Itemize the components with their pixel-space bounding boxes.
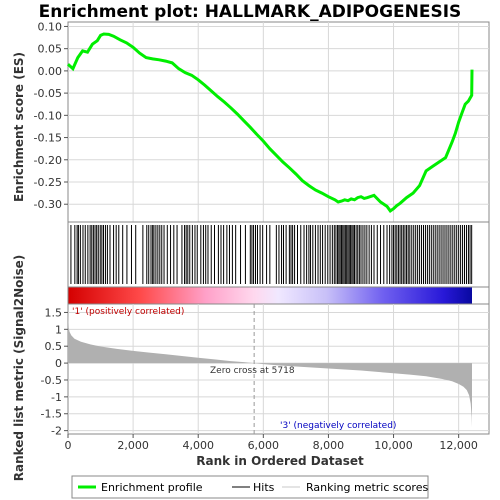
es-grid [68,22,489,222]
x-tick-label: 4,000 [182,439,214,452]
es-plot-area [67,21,490,223]
x-tick-label: 8,000 [313,439,345,452]
metric-y-axis-label: Ranked list metric (Signal2Noise) [12,255,26,482]
hit-lines [70,225,473,284]
x-tick-label: 10,000 [374,439,413,452]
legend: Enrichment profile Hits Ranking metric s… [71,475,429,499]
enrichment-score-panel: 0.10 0.05 0.00 -0.05 -0.10 -0.15 -0.20 -0.25 -0.… [12,20,490,223]
legend-hits-label: Hits [253,481,275,494]
es-tick-label: -0.25 [34,176,62,189]
rank-heat-bar [68,287,472,304]
es-y-ticks: 0.10 0.05 0.00 -0.05 -0.10 -0.15 -0.20 -0.25 -0.… [34,20,68,211]
metric-tick-label: -1 [51,391,62,404]
negative-correlation-label: '3' (negatively correlated) [280,421,396,431]
es-tick-label: -0.15 [34,132,62,145]
legend-es-label: Enrichment profile [101,481,203,494]
x-axis-ticks: 0 2,000 4,000 6,000 8,000 10,000 12,000 [65,434,478,452]
es-tick-label: 0.10 [38,20,63,33]
hits-panel [67,221,490,288]
metric-tick-label: 1.5 [45,306,63,319]
es-tick-label: -0.05 [34,87,62,100]
x-tick-label: 0 [65,439,72,452]
metric-tick-label: -1.5 [41,408,62,421]
es-tick-label: 0.05 [38,43,63,56]
x-tick-label: 12,000 [439,439,478,452]
es-tick-label: -0.30 [34,198,62,211]
enrichment-profile-line [66,32,474,213]
metric-tick-label: 0.5 [45,340,63,353]
zero-cross-label: Zero cross at 5718 [210,366,295,376]
es-tick-label: 0.00 [38,65,63,78]
es-tick-label: -0.20 [34,154,62,167]
x-tick-label: 2,000 [117,439,149,452]
es-tick-label: -0.10 [34,109,62,122]
positive-correlation-label: '1' (positively correlated) [72,307,184,317]
metric-tick-label: 0 [55,357,62,370]
metric-tick-label: -0.5 [41,374,62,387]
es-y-axis-label: Enrichment score (ES) [12,52,26,202]
ranked-metric-panel: 1.5 1 0.5 0 -0.5 -1 -1.5 -2 '1' (positively cor… [12,255,490,482]
metric-tick-label: -2 [51,425,62,438]
ranking-metric-area [68,309,472,428]
x-axis-label: Rank in Ordered Dataset [196,454,364,468]
metric-y-ticks: 1.5 1 0.5 0 -0.5 -1 -1.5 -2 [41,306,68,438]
chart-title: Enrichment plot: HALLMARK_ADIPOGENESIS [39,2,462,22]
metric-tick-label: 1 [55,323,62,336]
x-tick-label: 6,000 [248,439,280,452]
legend-metric-label: Ranking metric scores [306,481,428,494]
